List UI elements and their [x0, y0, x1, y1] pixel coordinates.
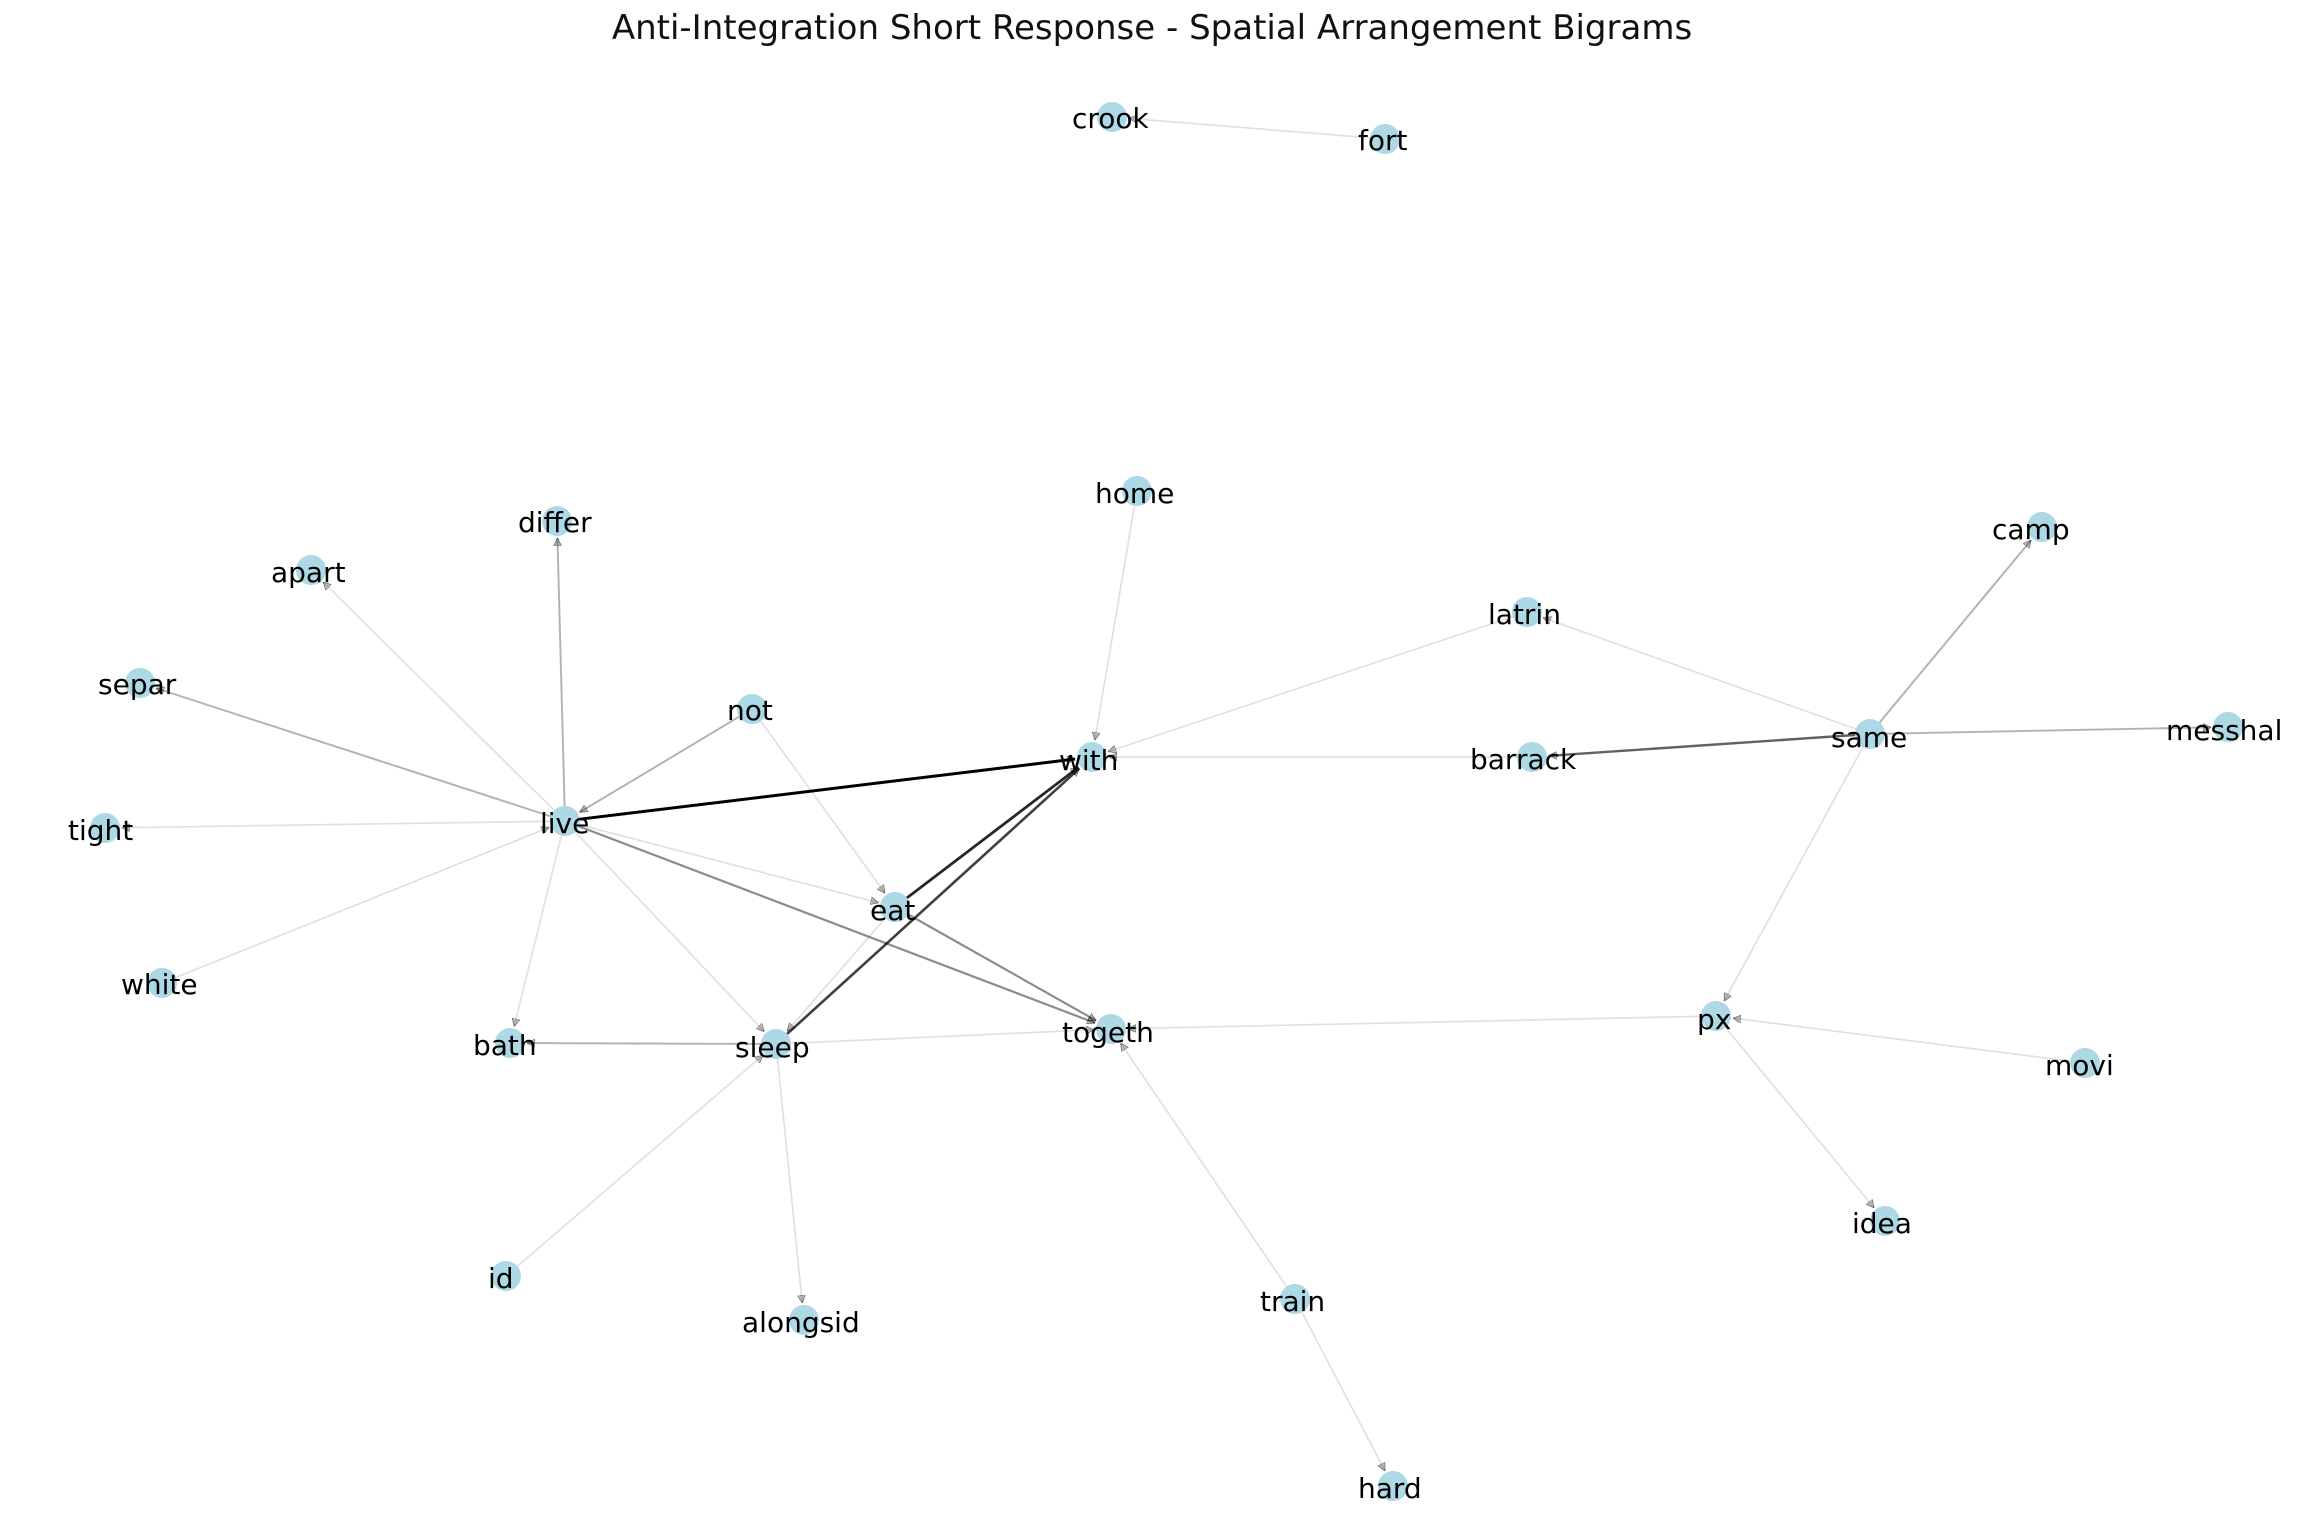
graph-title: Anti-Integration Short Response - Spatia…: [611, 8, 1693, 48]
node-id: [491, 1261, 521, 1291]
node-not: [737, 694, 767, 724]
node-label-tight: tight: [68, 814, 133, 847]
node-label-eat: eat: [870, 894, 915, 927]
node-train: [1280, 1284, 1310, 1314]
node-hard: [1378, 1471, 1408, 1501]
node-sleep: [761, 1029, 791, 1059]
node-label-latrin: latrin: [1488, 598, 1561, 631]
edge-live-to-eat: [579, 823, 879, 903]
edge-not-to-eat: [760, 720, 886, 893]
node-label-fort: fort: [1358, 124, 1408, 157]
edge-sleep-to-bath: [527, 1043, 762, 1044]
node-label-hard: hard: [1358, 1472, 1422, 1505]
node-label-barrack: barrack: [1470, 743, 1577, 776]
edge-live-to-sleep: [574, 831, 764, 1032]
node-label-home: home: [1095, 477, 1174, 510]
node-label-train: train: [1260, 1285, 1325, 1318]
node-crook: [1097, 102, 1127, 132]
edge-same-to-barrack: [1549, 733, 1856, 756]
node-label-separ: separ: [98, 668, 177, 701]
edge-sleep-to-togeth: [790, 1030, 1094, 1045]
node-label-px: px: [1697, 1003, 1731, 1036]
node-movi: [2070, 1048, 2100, 1078]
node-idea: [1870, 1206, 1900, 1236]
node-barrack: [1517, 742, 1547, 772]
edge-train-to-hard: [1301, 1311, 1386, 1471]
node-same: [1855, 719, 1885, 749]
node-fort: [1370, 124, 1400, 154]
edge-eat-to-with: [906, 766, 1080, 900]
edge-eat-to-togeth: [907, 913, 1096, 1022]
edge-live-to-togeth: [578, 825, 1095, 1023]
node-differ: [542, 506, 572, 536]
node-with: [1077, 742, 1107, 772]
node-label-movi: movi: [2045, 1049, 2114, 1082]
node-latrin: [1512, 597, 1542, 627]
node-bath: [495, 1028, 525, 1058]
nodes-layer: [90, 102, 2243, 1501]
node-togeth: [1096, 1014, 1126, 1044]
node-label-apart: apart: [271, 556, 346, 589]
node-alongsid: [789, 1305, 819, 1335]
edge-px-to-idea: [1724, 1027, 1875, 1208]
labels-layer: crook fort home differ camp apart latrin separ n…: [68, 102, 2282, 1505]
edge-latrin-to-with: [1108, 615, 1514, 752]
edge-white-to-live: [175, 827, 549, 979]
edge-live-to-tight: [122, 820, 551, 828]
node-tight: [90, 813, 120, 843]
edge-home-to-with: [1095, 505, 1136, 740]
node-label-idea: idea: [1852, 1207, 1912, 1240]
edge-live-to-bath: [514, 835, 563, 1027]
node-eat: [880, 892, 910, 922]
edge-fort-to-crook: [1129, 118, 1371, 139]
node-white: [147, 968, 177, 998]
node-label-same: same: [1831, 721, 1907, 754]
node-label-with: with: [1059, 744, 1118, 777]
edge-sleep-to-with: [786, 767, 1081, 1035]
node-label-messhal: messhal: [2166, 714, 2282, 747]
node-separ: [125, 668, 155, 698]
edge-sleep-to-alongsid: [776, 1058, 803, 1303]
node-px: [1701, 1001, 1731, 1031]
edge-same-to-px: [1723, 746, 1864, 1001]
node-label-crook: crook: [1072, 102, 1150, 135]
node-label-differ: differ: [518, 506, 592, 539]
node-label-white: white: [121, 968, 198, 1001]
edge-not-to-live: [580, 715, 740, 814]
edge-px-to-togeth: [1128, 1015, 1702, 1028]
node-label-not: not: [727, 694, 773, 727]
edge-train-to-togeth: [1119, 1043, 1288, 1288]
edge-eat-to-sleep: [786, 917, 886, 1031]
node-messhal: [2213, 712, 2243, 742]
edge-live-to-with: [579, 759, 1075, 821]
node-home: [1122, 476, 1152, 506]
edge-id-to-sleep: [516, 1054, 763, 1267]
edge-same-to-latrin: [1543, 618, 1857, 730]
edges-layer: [122, 118, 2211, 1471]
node-label-bath: bath: [473, 1029, 537, 1062]
node-label-camp: camp: [1992, 513, 2070, 546]
node-label-live: live: [540, 807, 589, 840]
node-label-alongsid: alongsid: [742, 1306, 860, 1339]
edge-same-to-messhal: [1884, 727, 2211, 735]
node-label-togeth: togeth: [1062, 1016, 1154, 1049]
edge-movi-to-px: [1733, 1018, 2071, 1062]
edge-same-to-camp: [1878, 540, 2032, 724]
node-label-id: id: [488, 1262, 514, 1295]
edge-live-to-apart: [323, 582, 555, 812]
node-apart: [296, 555, 326, 585]
edge-live-to-separ: [156, 688, 552, 818]
node-label-sleep: sleep: [735, 1031, 810, 1064]
node-camp: [2027, 512, 2057, 542]
edge-live-to-differ: [557, 538, 566, 807]
node-live: [550, 806, 580, 836]
